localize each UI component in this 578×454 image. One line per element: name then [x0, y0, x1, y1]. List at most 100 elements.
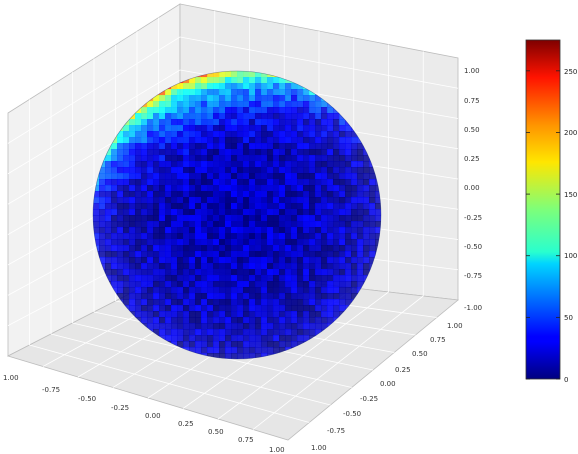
heatmap-cell [141, 287, 148, 294]
heatmap-cell [219, 95, 226, 102]
heatmap-cell [249, 167, 256, 174]
heatmap-cell [99, 209, 106, 216]
heatmap-cell [159, 239, 166, 246]
heatmap-cell [213, 329, 220, 336]
heatmap-cell [363, 269, 370, 276]
heatmap-cell [129, 281, 136, 288]
heatmap-cell [171, 185, 178, 192]
heatmap-cell [219, 113, 226, 120]
heatmap-cell [105, 191, 112, 198]
heatmap-cell [213, 215, 220, 222]
heatmap-cell [285, 323, 292, 330]
heatmap-cell [375, 233, 381, 240]
heatmap-cell [147, 323, 154, 330]
heatmap-cell [141, 215, 148, 222]
heatmap-cell [321, 323, 328, 330]
heatmap-cell [219, 329, 226, 336]
y-tick-label: -0.75 [327, 427, 345, 435]
heatmap-cell [225, 137, 232, 144]
heatmap-cell [195, 143, 202, 150]
heatmap-cell [273, 311, 280, 318]
heatmap-cell [309, 245, 316, 252]
heatmap-cell [231, 239, 238, 246]
heatmap-cell [279, 305, 286, 312]
heatmap-cell [93, 185, 100, 192]
heatmap-cell [345, 191, 352, 198]
heatmap-cell [123, 233, 130, 240]
heatmap-cell [159, 185, 166, 192]
heatmap-cell [153, 233, 160, 240]
heatmap-cell [123, 227, 130, 234]
heatmap-cell [219, 137, 226, 144]
heatmap-cell [369, 221, 376, 228]
heatmap-cell [147, 239, 154, 246]
heatmap-cell [285, 167, 292, 174]
heatmap-cell [117, 215, 124, 222]
heatmap-cell [231, 287, 238, 294]
heatmap-cell [309, 185, 316, 192]
heatmap-cell [369, 197, 376, 204]
heatmap-cell [225, 245, 232, 252]
heatmap-cell [279, 341, 286, 348]
heatmap-cell [309, 95, 316, 102]
heatmap-cell [297, 263, 304, 270]
heatmap-cell [267, 113, 274, 120]
heatmap-cell [291, 83, 298, 90]
heatmap-cell [261, 203, 268, 210]
heatmap-cell [153, 275, 160, 282]
heatmap-cell [177, 329, 184, 336]
heatmap-cell [159, 287, 166, 294]
heatmap-cell [351, 269, 358, 276]
heatmap-cell [147, 125, 154, 132]
heatmap-cell [195, 203, 202, 210]
heatmap-cell [195, 323, 202, 330]
heatmap-cell [351, 197, 358, 204]
heatmap-cell [309, 269, 316, 276]
heatmap-cell [207, 83, 214, 90]
heatmap-cell [183, 305, 190, 312]
heatmap-cell [297, 311, 304, 318]
heatmap-cell [327, 179, 334, 186]
heatmap-cell [345, 299, 352, 306]
heatmap-cell [219, 311, 226, 318]
heatmap-cell [249, 245, 256, 252]
heatmap-cell [351, 179, 358, 186]
heatmap-cell [315, 299, 322, 306]
heatmap-cell [333, 281, 340, 288]
heatmap-cell [255, 257, 262, 264]
heatmap-cell [153, 185, 160, 192]
heatmap-cell [309, 311, 316, 318]
heatmap-cell [171, 275, 178, 282]
heatmap-cell [261, 323, 268, 330]
heatmap-cell [357, 233, 364, 240]
heatmap-cell [93, 227, 100, 234]
heatmap-cell [291, 263, 298, 270]
heatmap-cell [297, 329, 304, 336]
heatmap-cell [315, 323, 322, 330]
heatmap-cell [255, 203, 262, 210]
heatmap-cell [129, 161, 136, 168]
heatmap-cell [159, 137, 166, 144]
heatmap-cell [153, 155, 160, 162]
heatmap-cell [315, 269, 322, 276]
heatmap-cell [297, 293, 304, 300]
heatmap-cell [243, 287, 250, 294]
heatmap-cell [219, 251, 226, 258]
heatmap-cell [147, 161, 154, 168]
heatmap-cell [153, 329, 160, 336]
heatmap-cell [231, 203, 238, 210]
heatmap-cell [153, 173, 160, 180]
z-tick-label: 1.00 [464, 67, 480, 75]
heatmap-cell [225, 113, 232, 120]
heatmap-cell [297, 131, 304, 138]
heatmap-cell [177, 143, 184, 150]
heatmap-cell [267, 251, 274, 258]
heatmap-cell [261, 179, 268, 186]
heatmap-cell [201, 347, 208, 354]
heatmap-cell [153, 113, 160, 120]
heatmap-cell [231, 233, 238, 240]
heatmap-cell [105, 233, 112, 240]
heatmap-cell [189, 281, 196, 288]
heatmap-cell [249, 197, 256, 204]
heatmap-cell [207, 335, 214, 342]
